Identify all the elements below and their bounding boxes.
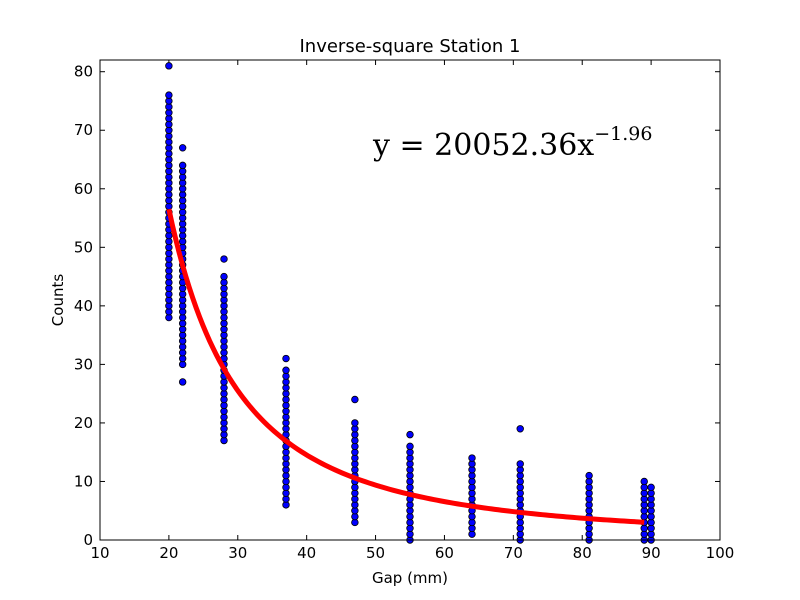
- plot-area: [99, 59, 721, 544]
- y-tick-label: 60: [74, 180, 93, 198]
- data-point: [282, 354, 290, 363]
- data-point: [585, 471, 593, 480]
- fit-equation-exponent: −1.96: [594, 123, 652, 145]
- data-point: [647, 483, 655, 492]
- chart-title: Inverse-square Station 1: [299, 36, 520, 57]
- data-point: [468, 454, 476, 462]
- x-tick-label: 50: [366, 544, 385, 562]
- y-axis-label: Counts: [49, 274, 67, 327]
- data-point: [178, 144, 187, 152]
- data-point: [165, 91, 173, 99]
- x-tick-label: 60: [435, 544, 454, 562]
- y-tick-label: 50: [74, 238, 93, 256]
- x-tick-label: 70: [504, 544, 523, 562]
- x-axis-label: Gap (mm): [372, 569, 448, 587]
- data-point: [220, 272, 228, 281]
- data-point: [220, 255, 228, 263]
- data-point: [165, 62, 173, 70]
- data-point: [640, 477, 648, 486]
- x-tick-label: 30: [228, 544, 247, 562]
- data-point: [516, 460, 524, 468]
- fit-equation: y = 20052.36x−1.96: [372, 123, 652, 163]
- fit-curve: [166, 208, 645, 525]
- x-tick-label: 20: [159, 544, 178, 562]
- data-point: [516, 425, 524, 433]
- data-point: [178, 161, 187, 170]
- x-tick-label: 90: [642, 544, 661, 562]
- data-point: [351, 395, 359, 404]
- data-point: [178, 378, 187, 386]
- y-tick-label: 0: [83, 531, 93, 549]
- y-tick-label: 20: [74, 414, 93, 432]
- y-tick-label: 10: [74, 472, 93, 490]
- y-tick-label: 70: [74, 121, 93, 139]
- data-point: [351, 419, 359, 427]
- data-point: [406, 430, 414, 439]
- data-point: [282, 366, 290, 374]
- data-point: [406, 442, 414, 451]
- y-tick-label: 30: [74, 355, 93, 373]
- y-tick-label: 40: [74, 297, 93, 315]
- fit-equation-base: y = 20052.36x: [372, 128, 594, 163]
- y-tick-label: 80: [74, 63, 93, 81]
- x-tick-label: 100: [706, 544, 735, 562]
- x-tick-label: 80: [573, 544, 592, 562]
- x-tick-label: 10: [90, 544, 109, 562]
- plot-frame: [99, 59, 721, 541]
- data-points: [165, 62, 655, 544]
- x-tick-label: 40: [297, 544, 316, 562]
